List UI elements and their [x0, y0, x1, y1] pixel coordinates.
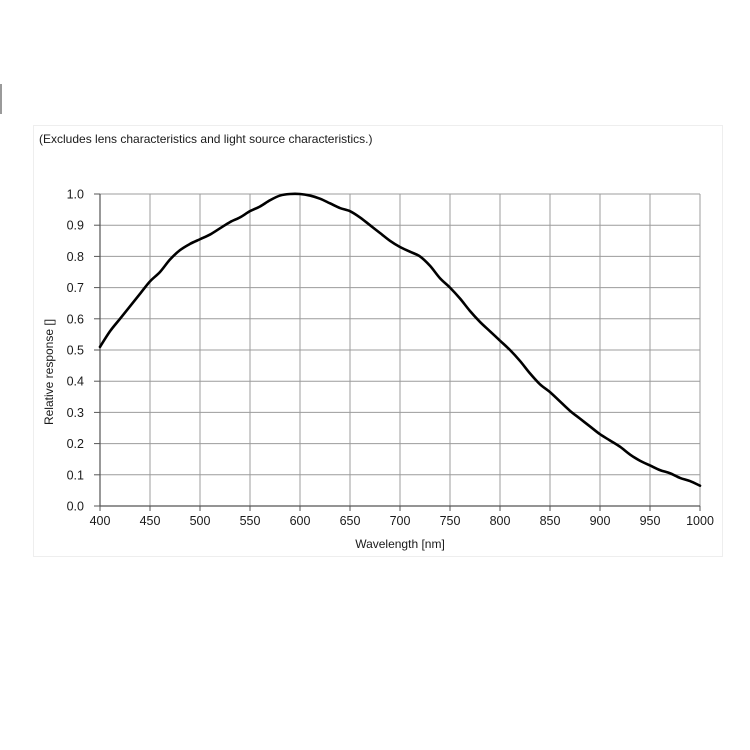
y-tick-label: 0.5 [67, 344, 84, 358]
y-tick-label: 0.9 [67, 219, 84, 233]
y-tick-label: 1.0 [67, 188, 84, 202]
axes [94, 193, 701, 511]
chart-note: (Excludes lens characteristics and light… [39, 132, 373, 146]
x-axis-label: Wavelength [nm] [355, 537, 445, 551]
y-tick-label: 0.2 [67, 437, 84, 451]
x-tick-label: 550 [240, 514, 261, 528]
y-tick-label: 0.7 [67, 281, 84, 295]
x-tick-label: 450 [140, 514, 161, 528]
x-tick-label: 850 [540, 514, 561, 528]
x-tick-label: 700 [390, 514, 411, 528]
response-chart: (Excludes lens characteristics and light… [33, 125, 723, 557]
x-tick-label: 400 [90, 514, 111, 528]
y-tick-label: 0.4 [67, 375, 84, 389]
response-curve [98, 192, 702, 488]
x-tick-label: 1000 [686, 514, 714, 528]
x-tick-label: 800 [490, 514, 511, 528]
data-series [98, 192, 702, 488]
y-tick-label: 0.0 [67, 500, 84, 514]
y-tick-label: 0.6 [67, 312, 84, 326]
x-tick-label: 600 [290, 514, 311, 528]
tick-labels: 400 450 500 550 600 650 700 750 800 850 900 950 1000… [67, 188, 714, 529]
y-tick-label: 0.8 [67, 250, 84, 264]
x-tick-label: 500 [190, 514, 211, 528]
page-edge-mark [0, 84, 2, 114]
grid-lines [99, 193, 701, 507]
x-tick-label: 650 [340, 514, 361, 528]
plot-area: 400 450 500 550 600 650 700 750 800 850 900 950 1000… [67, 188, 714, 529]
y-tick-label: 0.3 [67, 406, 84, 420]
y-axis-label: Relative response [] [42, 318, 56, 426]
x-tick-label: 900 [590, 514, 611, 528]
x-tick-label: 950 [640, 514, 661, 528]
x-tick-label: 750 [440, 514, 461, 528]
y-tick-label: 0.1 [67, 468, 84, 482]
